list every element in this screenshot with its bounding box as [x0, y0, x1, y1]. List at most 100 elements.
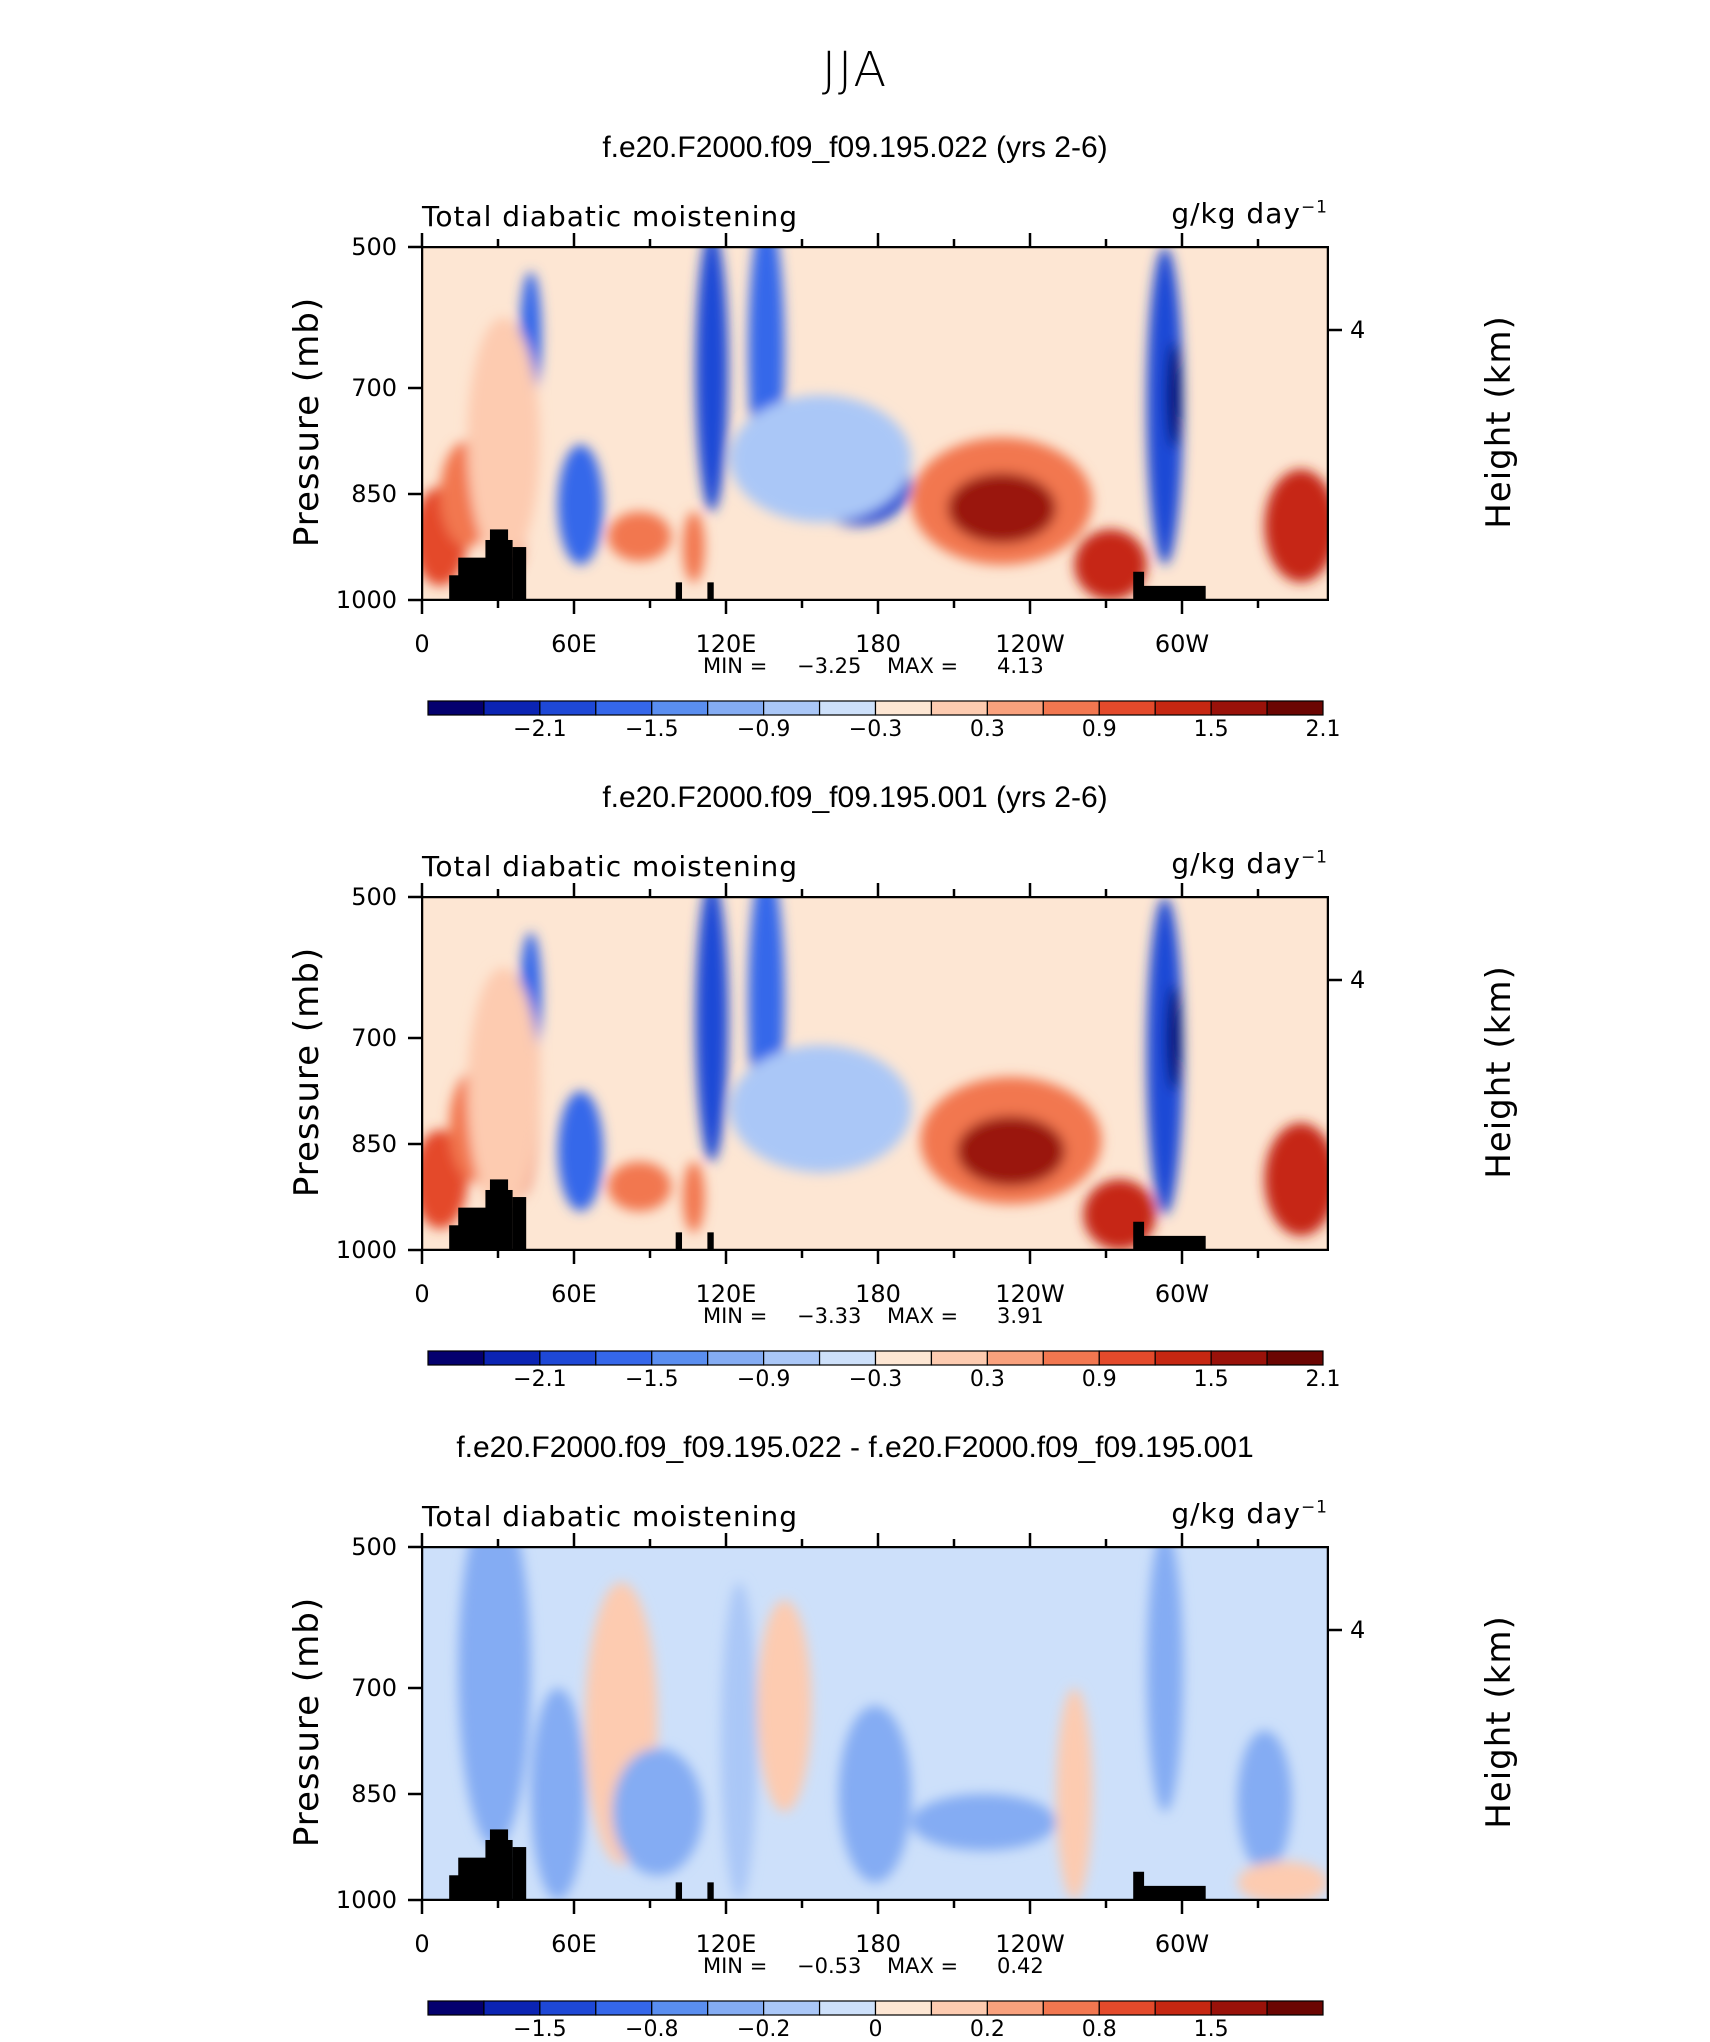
- colorbar: [427, 2000, 1324, 2016]
- panel-title: f.e20.F2000.f09_f09.195.022 (yrs 2-6): [602, 131, 1108, 164]
- y-tick-label: 700: [351, 1674, 397, 1702]
- field-contour: [757, 1599, 812, 1812]
- topography-mask: [675, 582, 683, 600]
- max-value: 4.13: [997, 654, 1044, 678]
- field-contour: [467, 317, 540, 565]
- colorbar-label: 1.5: [1193, 1367, 1229, 1392]
- y-tick-label: 700: [351, 1024, 397, 1052]
- colorbar-swatch: [539, 2000, 597, 2016]
- x-tick-label: 120E: [695, 630, 757, 658]
- colorbar-swatch: [1042, 1350, 1100, 1366]
- field-contour: [1237, 1861, 1328, 1900]
- colorbar-label: −0.2: [736, 2017, 791, 2042]
- colorbar-label: −0.3: [848, 1367, 903, 1392]
- y-axis-right-label: Height (km): [1479, 964, 1519, 1179]
- colorbar-label: 1.5: [1193, 2017, 1229, 2042]
- field-contour: [1166, 342, 1182, 449]
- field-contour: [730, 395, 912, 523]
- x-tick-label: 120W: [995, 1280, 1065, 1308]
- colorbar-label: −0.8: [625, 2017, 679, 2042]
- colorbar-swatch: [483, 700, 541, 716]
- field-contour: [467, 967, 540, 1215]
- y-right-tick-label: 4: [1350, 966, 1366, 994]
- units-text: g/kg day: [1171, 847, 1301, 880]
- field-contour: [720, 1582, 758, 1900]
- field-contour: [1056, 1688, 1093, 1900]
- colorbar-swatch: [930, 1350, 988, 1366]
- y-axis-label: Pressure (mb): [287, 1596, 327, 1847]
- x-tick-label: 180: [855, 630, 901, 658]
- colorbar-label: 0.3: [969, 1367, 1005, 1392]
- colorbar-label: −0.9: [736, 1367, 791, 1392]
- field-contour: [557, 444, 604, 565]
- units-text: g/kg day: [1171, 1497, 1301, 1530]
- colorbar-swatch: [986, 1350, 1044, 1366]
- y-tick-label: 1000: [335, 586, 397, 614]
- colorbar-label: −0.3: [848, 717, 903, 742]
- field-contour: [1146, 247, 1184, 565]
- field-contour: [607, 1161, 672, 1212]
- colorbar-swatch: [651, 2000, 709, 2016]
- colorbar-label: 0.9: [1081, 1367, 1117, 1392]
- colorbar-swatch: [763, 700, 821, 716]
- field-contour: [682, 511, 705, 583]
- plot-frame: [421, 246, 1329, 601]
- colorbar-swatch: [930, 2000, 988, 2016]
- colorbar: [427, 700, 1324, 716]
- colorbar-swatch: [1154, 2000, 1212, 2016]
- colorbar-swatch: [1154, 700, 1212, 716]
- y-right-tick-label: 4: [1350, 316, 1366, 344]
- colorbar-label: 2.1: [1305, 1367, 1341, 1392]
- x-tick-label: 0: [414, 1930, 430, 1958]
- field-contour: [557, 1091, 604, 1212]
- field-contour: [1146, 897, 1184, 1215]
- topography-mask: [707, 1882, 714, 1900]
- colorbar-label: 1.5: [1193, 717, 1229, 742]
- colorbar-swatch: [930, 700, 988, 716]
- variable-label: Total diabatic moistening: [422, 850, 799, 883]
- colorbar-swatch: [707, 1350, 765, 1366]
- field-contour: [1264, 1122, 1328, 1236]
- min-label: MIN =: [703, 654, 768, 678]
- x-tick-label: 60E: [551, 1930, 597, 1958]
- colorbar-swatch: [427, 2000, 485, 2016]
- colorbar-label: −2.1: [513, 717, 567, 742]
- field-contour: [682, 1161, 705, 1233]
- x-tick-label: 60W: [1154, 1930, 1210, 1958]
- min-label: MIN =: [703, 1304, 768, 1328]
- colorbar-swatch: [1098, 2000, 1156, 2016]
- colorbar-label: 0: [868, 2017, 883, 2042]
- colorbar-label: −1.5: [625, 717, 679, 742]
- colorbar-swatch: [986, 700, 1044, 716]
- colorbar-label: −2.1: [513, 1367, 567, 1392]
- colorbar-label: −1.5: [513, 2017, 567, 2042]
- field-contour: [838, 1705, 912, 1883]
- colorbar-label: 0.2: [969, 2017, 1005, 2042]
- colorbar-swatch: [595, 1350, 653, 1366]
- colorbar-swatch: [986, 2000, 1044, 2016]
- colorbar-swatch: [818, 2000, 877, 2016]
- max-value: 3.91: [997, 1304, 1044, 1328]
- colorbar-swatch: [818, 700, 877, 716]
- units-exponent: −1: [1300, 1497, 1328, 1518]
- units-text: g/kg day: [1171, 197, 1301, 230]
- topography-mask: [675, 1232, 683, 1250]
- y-tick-label: 850: [351, 480, 397, 508]
- topography-mask: [512, 1847, 527, 1900]
- colorbar-swatch: [1098, 700, 1156, 716]
- max-value: 0.42: [997, 1954, 1044, 1978]
- colorbar-swatch: [707, 2000, 765, 2016]
- max-label: MAX =: [887, 654, 959, 678]
- axis-ticks: [408, 883, 1342, 1264]
- y-axis-right-label: Height (km): [1479, 1614, 1519, 1829]
- topography-mask: [1137, 585, 1206, 600]
- colorbar-label: 0.3: [969, 717, 1005, 742]
- y-tick-label: 500: [351, 883, 397, 911]
- colorbar-swatch: [763, 1350, 821, 1366]
- y-axis-right-label: Height (km): [1479, 314, 1519, 529]
- colorbar-label: −0.9: [736, 717, 791, 742]
- topography-mask: [489, 529, 509, 600]
- colorbar-swatch: [651, 1350, 709, 1366]
- colorbar-swatch: [1042, 700, 1100, 716]
- field-contour: [607, 511, 672, 562]
